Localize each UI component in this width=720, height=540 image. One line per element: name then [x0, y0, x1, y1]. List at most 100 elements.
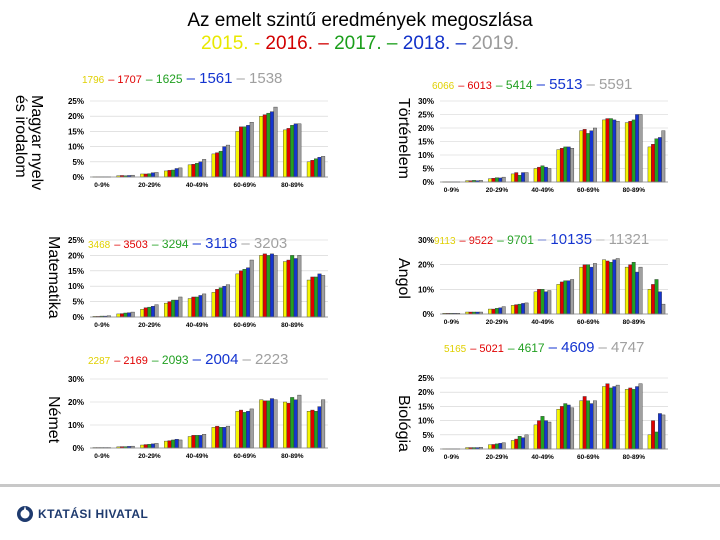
bar-nemet-g9-s4 [321, 399, 326, 449]
bar-biologia-g7-s4 [615, 384, 620, 450]
bar-matematika-g3-s0 [164, 302, 169, 318]
bar-biologia-g5-s4 [570, 407, 575, 450]
bar-magyar-g3-s1 [167, 170, 172, 178]
bar-tortenelem-g4-s0 [533, 168, 538, 183]
bar-angol-g4-s1 [537, 289, 541, 315]
bar-nemet-g7-s1 [262, 400, 267, 449]
bar-matematika-g4-s0 [187, 298, 192, 318]
bar-matematika-g3-s1 [167, 301, 172, 318]
count-matematika-3: – 3118 [192, 235, 238, 252]
x-tick-label: 80-89% [281, 453, 304, 460]
bar-matematika-g4-s3 [198, 295, 203, 318]
bar-angol-g9-s4 [661, 303, 666, 315]
bar-matematika-g8-s4 [297, 255, 302, 318]
bar-tortenelem-g9-s0 [647, 146, 652, 183]
page-title: Az emelt szintű eredmények megoszlása [187, 10, 533, 31]
bar-biologia-g9-s2 [654, 431, 659, 450]
bar-angol-g9-s1 [651, 284, 655, 315]
bar-matematika-g8-s1 [286, 259, 291, 318]
candidate-counts-matematika: 3468– 3503– 3294– 3118– 3203 [88, 235, 291, 253]
subject-label-nemet: Német [45, 396, 62, 444]
bar-chart-magyar: 0% 5% 10% 15% 20% 25% 0-9% 20-29% 40-49% 60-69% 80… [68, 97, 328, 189]
bar-matematika-g5-s4 [225, 284, 230, 318]
bar-matematika-g3-s2 [171, 299, 176, 318]
bar-tortenelem-g8-s2 [631, 119, 636, 183]
bar-angol-g2-s1 [491, 308, 496, 315]
bar-angol-g7-s2 [608, 262, 613, 315]
bar-angol-g2-s3 [498, 307, 503, 315]
y-tick-label: 5% [72, 298, 84, 307]
bar-magyar-g8-s2 [290, 125, 295, 178]
title-year-1: 2016. – [260, 33, 329, 54]
bar-tortenelem-g5-s1 [559, 148, 564, 183]
bar-biologia-g8-s1 [628, 387, 633, 450]
bar-nemet-g5-s3 [222, 427, 227, 449]
x-tick-label: 20-29% [486, 454, 509, 461]
bar-nemet-g9-s0 [306, 411, 311, 449]
bar-chart-tortenelem: 0% 5% 10% 15% 20% 25% 30% 0-9% 20-29% 40-49% 60-69… [418, 97, 668, 194]
bar-magyar-g6-s0 [235, 131, 240, 178]
bar-magyar-g4-s0 [187, 164, 192, 178]
bar-biologia-g5-s3 [566, 404, 571, 450]
bar-angol-g5-s0 [556, 284, 561, 315]
subject-label-matematika: Matematika [45, 236, 62, 319]
y-tick-label: 25% [68, 236, 84, 245]
y-tick-label: 30% [418, 97, 434, 106]
x-tick-label: 80-89% [281, 322, 304, 329]
count-magyar-3: – 1561 [186, 70, 233, 87]
x-tick-label: 60-69% [233, 322, 256, 329]
bar-matematika-g4-s4 [202, 293, 207, 318]
x-tick-label: 40-49% [186, 453, 209, 460]
bar-biologia-g9-s0 [647, 434, 652, 450]
bar-biologia-g3-s3 [521, 437, 526, 450]
bar-magyar-g2-s1 [143, 173, 148, 178]
bar-magyar-g7-s0 [259, 116, 264, 178]
x-tick-label: 20-29% [138, 322, 161, 329]
y-tick-label: 30% [418, 236, 434, 245]
bar-matematika-g6-s3 [246, 267, 251, 318]
bar-angol-g9-s0 [647, 289, 652, 315]
bar-biologia-g6-s0 [579, 400, 584, 450]
bar-tortenelem-g2-s2 [494, 177, 499, 183]
bar-nemet-g6-s1 [239, 409, 243, 449]
bar-nemet-g7-s4 [273, 399, 278, 449]
bar-biologia-g3-s1 [514, 438, 519, 450]
count-magyar-1: – 1707 [108, 74, 142, 86]
bar-angol-g3-s4 [524, 302, 529, 315]
bar-magyar-g8-s1 [286, 128, 291, 178]
bar-matematika-g2-s4 [154, 304, 159, 318]
bar-magyar-g4-s1 [191, 164, 196, 178]
bar-tortenelem-g4-s4 [547, 168, 552, 183]
bar-tortenelem-g8-s4 [638, 114, 643, 183]
bar-matematika-g5-s1 [215, 289, 220, 318]
count-matematika-4: – 3203 [241, 235, 288, 252]
bar-angol-g6-s4 [593, 263, 597, 315]
bar-chart-angol: 0% 10% 20% 30% 0-9% 20-29% 40-49% 60-69% 80-89% [418, 236, 668, 326]
count-nemet-2: – 2093 [151, 353, 189, 367]
bar-magyar-g6-s4 [249, 122, 254, 178]
bar-matematika-g7-s1 [262, 253, 267, 318]
bar-tortenelem-g5-s2 [563, 146, 568, 183]
bar-nemet-g5-s1 [215, 425, 220, 449]
bar-tortenelem-g9-s4 [661, 130, 666, 183]
bar-magyar-g9-s1 [310, 160, 315, 178]
bar-biologia-g4-s2 [540, 416, 545, 450]
y-tick-label: 10% [68, 421, 84, 430]
bar-tortenelem-g9-s3 [657, 137, 662, 183]
bar-biologia-g4-s3 [543, 420, 548, 450]
x-tick-label: 60-69% [233, 453, 256, 460]
x-tick-label: 60-69% [233, 182, 256, 189]
candidate-counts-biologia: 5165– 5021– 4617– 4609– 4747 [444, 339, 648, 357]
bar-tortenelem-g2-s3 [498, 177, 503, 183]
bar-nemet-g5-s4 [225, 425, 230, 449]
bar-magyar-g9-s2 [313, 158, 318, 178]
count-biologia-4: – 4747 [598, 339, 645, 356]
bar-nemet-g2-s3 [150, 443, 155, 449]
bar-angol-g8-s3 [635, 271, 640, 315]
bar-biologia-g8-s3 [635, 386, 640, 450]
bar-matematika-g1-s0 [116, 313, 121, 318]
bar-nemet-g3-s3 [174, 439, 179, 449]
bar-matematika-g3-s3 [174, 299, 179, 318]
bar-angol-g3-s3 [521, 303, 526, 315]
x-tick-label: 60-69% [577, 454, 600, 461]
